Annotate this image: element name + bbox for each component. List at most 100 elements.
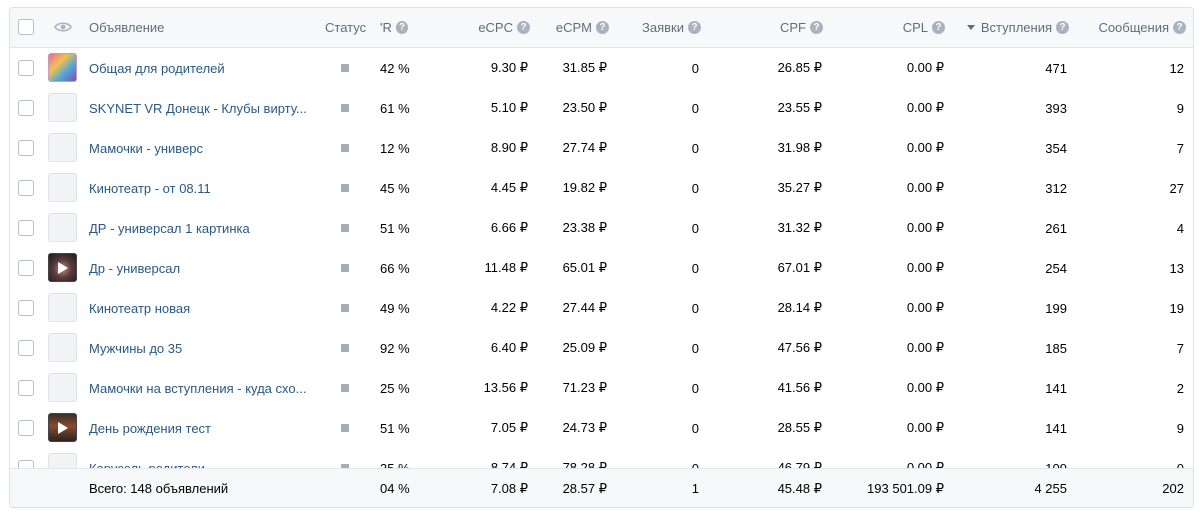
table-row[interactable]: Мамочки на вступления - куда схо... 25 % 1… (10, 368, 1193, 409)
ad-thumbnail[interactable] (48, 293, 77, 322)
cell-cpl: 0.00 ₽ (906, 420, 944, 435)
question-circle-icon[interactable]: ? (1173, 21, 1186, 34)
cell-cpf: 28.55 ₽ (777, 420, 822, 435)
cell-cpl: 0.00 ₽ (906, 260, 944, 275)
ad-name-link[interactable]: ДР - универсал 1 картинка (89, 220, 250, 236)
cell-joins: 261 (1045, 220, 1067, 236)
ad-name-link[interactable]: День рождения тест (89, 420, 212, 436)
cell-joins: 185 (1045, 340, 1067, 356)
row-checkbox[interactable] (18, 180, 34, 196)
row-checkbox[interactable] (18, 260, 34, 276)
ad-name-link[interactable]: Кинотеатр новая (89, 300, 191, 316)
question-circle-icon[interactable]: ? (517, 21, 530, 34)
cell-cpl: 0.00 ₽ (906, 220, 944, 235)
table-row[interactable]: Др - универсал 66 % 11.48 ₽ 65.01 ₽ 0 67.01 ₽… (10, 248, 1193, 289)
status-square-icon[interactable] (341, 144, 349, 152)
cell-ctr: 25 % (380, 380, 410, 396)
ad-thumbnail[interactable] (48, 333, 77, 362)
ad-name-link[interactable]: Мужчины до 35 (89, 340, 183, 356)
ad-name-link[interactable]: Мамочки на вступления - куда схо... (89, 380, 307, 396)
header-ecpc[interactable]: eCPC ? (430, 8, 530, 47)
header-ecpm[interactable]: eCPM ? (510, 8, 609, 47)
cell-ecpm: 65.01 ₽ (562, 260, 607, 275)
ad-name-link[interactable]: Кинотеатр - от 08.11 (89, 180, 211, 196)
ad-thumbnail[interactable] (48, 133, 77, 162)
question-circle-icon[interactable]: ? (810, 21, 823, 34)
ad-thumbnail[interactable] (48, 373, 77, 402)
table-row[interactable]: Общая для родителей 42 % 9.30 ₽ 31.85 ₽ 0 26.… (10, 48, 1193, 89)
cell-cpf: 35.27 ₽ (777, 180, 822, 195)
status-square-icon[interactable] (341, 344, 349, 352)
status-square-icon[interactable] (341, 64, 349, 72)
cell-ctr: 51 % (380, 420, 410, 436)
question-circle-icon[interactable]: ? (596, 21, 609, 34)
cell-leads: 0 (691, 340, 699, 356)
row-checkbox[interactable] (18, 420, 34, 436)
status-square-icon[interactable] (341, 104, 349, 112)
total-ecpm: 28.57 ₽ (562, 480, 607, 496)
status-square-icon[interactable] (341, 264, 349, 272)
status-square-icon[interactable] (341, 224, 349, 232)
question-circle-icon[interactable]: ? (395, 21, 408, 34)
cell-messages: 9 (1176, 420, 1184, 436)
question-circle-icon[interactable]: ? (688, 21, 701, 34)
ad-thumbnail[interactable] (48, 53, 77, 82)
cell-cpf: 28.14 ₽ (777, 300, 822, 315)
cell-ecpc: 8.90 ₽ (490, 140, 528, 155)
cell-ctr: 92 % (380, 340, 410, 356)
row-checkbox[interactable] (18, 300, 34, 316)
row-checkbox[interactable] (18, 100, 34, 116)
sort-desc-icon[interactable] (966, 25, 975, 30)
table-row[interactable]: Кинотеатр новая 49 % 4.22 ₽ 27.44 ₽ 0 28.14 ₽… (10, 288, 1193, 329)
total-cpf: 45.48 ₽ (777, 480, 822, 496)
ad-thumbnail[interactable] (48, 213, 77, 242)
cell-ecpm: 24.73 ₽ (562, 420, 607, 435)
ad-name-link[interactable]: Мамочки - универс (89, 140, 204, 156)
cell-cpf: 41.56 ₽ (777, 380, 822, 395)
total-label: Всего: 148 объявлений (89, 481, 229, 496)
header-status[interactable]: Статус (325, 20, 367, 35)
cell-cpl: 0.00 ₽ (906, 60, 944, 75)
row-checkbox[interactable] (18, 60, 34, 76)
table-row[interactable]: ДР - универсал 1 картинка 51 % 6.66 ₽ 23.38… (10, 208, 1193, 249)
header-ctr[interactable]: 'R ? (380, 8, 408, 47)
eye-icon[interactable] (54, 20, 72, 34)
status-square-icon[interactable] (341, 184, 349, 192)
cell-ctr: 49 % (380, 300, 410, 316)
header-cpl[interactable]: CPL ? (850, 8, 945, 47)
header-leads[interactable]: Заявки ? (600, 8, 701, 47)
header-cpf[interactable]: CPF ? (730, 8, 823, 47)
header-ad[interactable]: Объявление (89, 20, 165, 35)
status-square-icon[interactable] (341, 304, 349, 312)
row-checkbox[interactable] (18, 380, 34, 396)
status-square-icon[interactable] (341, 424, 349, 432)
status-square-icon[interactable] (341, 384, 349, 392)
row-checkbox[interactable] (18, 220, 34, 236)
table-row[interactable]: День рождения тест 51 % 7.05 ₽ 24.73 ₽ 0 28.5… (10, 408, 1193, 449)
cell-messages: 19 (1169, 300, 1184, 316)
header-messages[interactable]: Сообщения ? (1080, 8, 1186, 47)
ads-table: Объявление Статус 'R ? eCPC ? eCPM ? Зая… (9, 7, 1194, 508)
cell-leads: 0 (691, 380, 699, 396)
select-all-checkbox[interactable] (18, 19, 34, 35)
ad-name-link[interactable]: Общая для родителей (89, 60, 225, 76)
ad-name-link[interactable]: Др - универсал (89, 260, 181, 276)
ad-thumbnail[interactable] (48, 413, 77, 442)
cell-ctr: 45 % (380, 180, 410, 196)
table-row[interactable]: Кинотеатр - от 08.11 45 % 4.45 ₽ 19.82 ₽ 0 35… (10, 168, 1193, 209)
cell-ecpc: 6.66 ₽ (490, 220, 528, 235)
table-row[interactable]: Мужчины до 35 92 % 6.40 ₽ 25.09 ₽ 0 47.56 ₽ 0.… (10, 328, 1193, 369)
ad-thumbnail[interactable] (48, 253, 77, 282)
question-circle-icon[interactable]: ? (932, 21, 945, 34)
question-circle-icon[interactable]: ? (1056, 21, 1069, 34)
header-joins[interactable]: Вступления ? (960, 8, 1069, 47)
ad-name-link[interactable]: SKYNET VR Донецк - Клубы вирту... (89, 100, 307, 116)
row-checkbox[interactable] (18, 340, 34, 356)
table-row[interactable]: SKYNET VR Донецк - Клубы вирту... 61 % 5.1… (10, 88, 1193, 129)
table-footer: Всего: 148 объявлений 04 % 7.08 ₽ 28.57 … (10, 468, 1193, 507)
play-icon (58, 422, 68, 434)
row-checkbox[interactable] (18, 140, 34, 156)
ad-thumbnail[interactable] (48, 93, 77, 122)
table-row[interactable]: Мамочки - универс 12 % 8.90 ₽ 27.74 ₽ 0 31.98… (10, 128, 1193, 169)
ad-thumbnail[interactable] (48, 173, 77, 202)
